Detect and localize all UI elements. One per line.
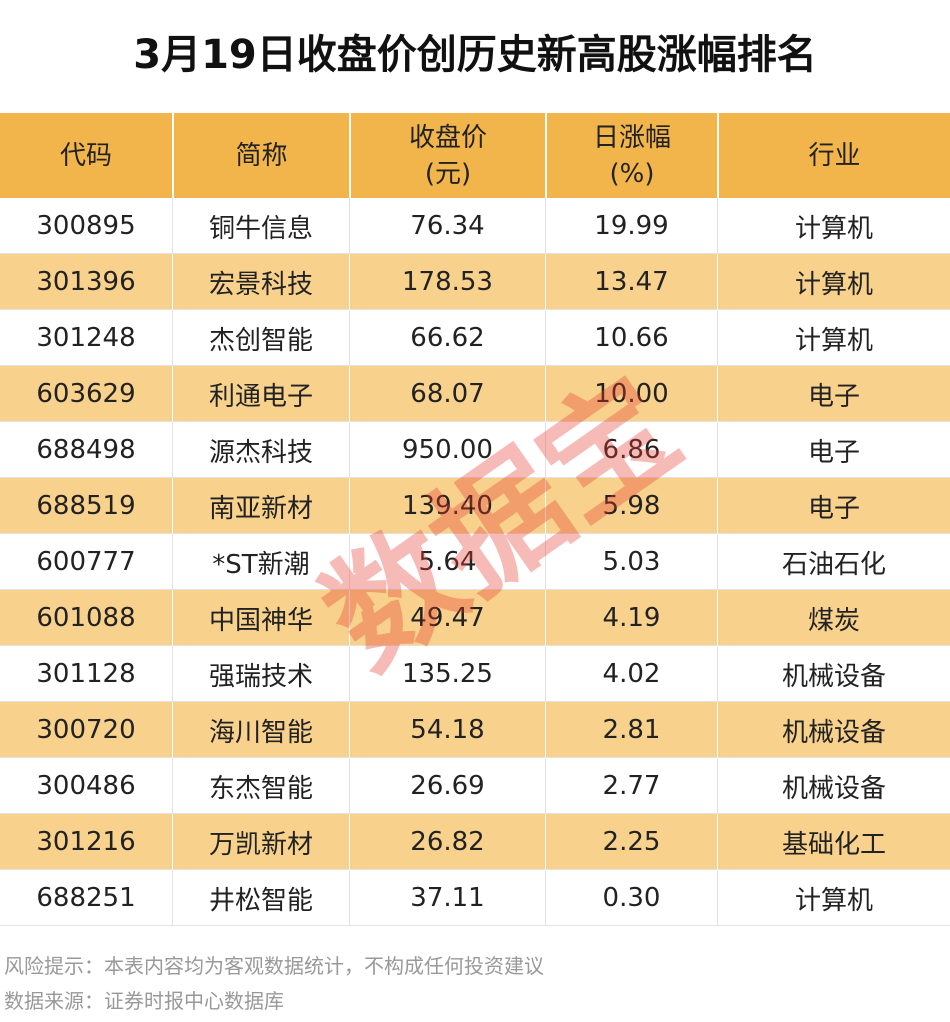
cell: 300720 <box>36 715 136 745</box>
cell: 中国神华 <box>172 590 349 646</box>
cell: 66.62 <box>349 310 545 366</box>
cell: 26.69 <box>349 758 545 814</box>
table-row: 300486 东杰智能 26.69 2.77 机械设备 <box>0 758 950 814</box>
cell: 19.99 <box>545 198 717 254</box>
header-cell: 简称 <box>172 113 349 198</box>
table-row: 301128 强瑞技术 135.25 4.02 机械设备 <box>0 646 950 702</box>
table-row: 300720 海川智能 54.18 2.81 机械设备 <box>0 702 950 758</box>
cell: 杰创智能 <box>172 310 349 366</box>
cell: 301396 <box>36 267 136 297</box>
header-cell: 代码 <box>0 113 172 198</box>
header-cell: 日涨幅 (%) <box>545 113 717 198</box>
cell: 2.81 <box>545 702 717 758</box>
risk-note: 风险提示：本表内容均为客观数据统计，不构成任何投资建议 <box>4 954 544 978</box>
cell: 4.02 <box>545 646 717 702</box>
cell: 机械设备 <box>717 702 950 758</box>
table-row: 300895 铜牛信息 76.34 19.99 计算机 <box>0 198 950 254</box>
header-text: (%) <box>609 158 655 189</box>
cell: 600777 <box>36 547 136 577</box>
cell: 301248 <box>36 323 136 353</box>
table-row: 688498 源杰科技 950.00 6.86 电子 <box>0 422 950 478</box>
cell: 南亚新材 <box>172 478 349 534</box>
cell: 海川智能 <box>172 702 349 758</box>
cell: 5.64 <box>349 534 545 590</box>
cell: 电子 <box>717 422 950 478</box>
cell: 2.25 <box>545 814 717 870</box>
cell: 电子 <box>717 366 950 422</box>
cell: 机械设备 <box>717 758 950 814</box>
cell: 东杰智能 <box>172 758 349 814</box>
table-row: 601088 中国神华 49.47 4.19 煤炭 <box>0 590 950 646</box>
cell: 950.00 <box>349 422 545 478</box>
table-row: 301216 万凯新材 26.82 2.25 基础化工 <box>0 814 950 870</box>
cell: 13.47 <box>545 254 717 310</box>
cell: 0.30 <box>545 870 717 926</box>
cell: 5.03 <box>545 534 717 590</box>
cell: 电子 <box>717 478 950 534</box>
header-cell: 收盘价 (元) <box>349 113 545 198</box>
cell: 计算机 <box>717 310 950 366</box>
table-row: 603629 利通电子 68.07 10.00 电子 <box>0 366 950 422</box>
cell: 6.86 <box>545 422 717 478</box>
cell: 54.18 <box>349 702 545 758</box>
cell: 井松智能 <box>172 870 349 926</box>
cell: 139.40 <box>349 478 545 534</box>
cell: 301216 <box>36 827 136 857</box>
header-row: 代码 简称 收盘价 (元) 日涨幅 (%) 行业 <box>0 113 950 198</box>
cell: *ST新潮 <box>172 534 349 590</box>
cell: 37.11 <box>349 870 545 926</box>
cell: 68.07 <box>349 366 545 422</box>
cell: 计算机 <box>717 254 950 310</box>
cell: 26.82 <box>349 814 545 870</box>
header-text: 日涨幅 <box>592 122 671 153</box>
cell: 300895 <box>36 211 136 241</box>
table-row: 688251 井松智能 37.11 0.30 计算机 <box>0 870 950 926</box>
cell: 计算机 <box>717 198 950 254</box>
cell: 601088 <box>36 603 136 633</box>
header-text: (元) <box>424 158 472 189</box>
table-row: 301396 宏景科技 178.53 13.47 计算机 <box>0 254 950 310</box>
source-note: 数据来源：证券时报中心数据库 <box>4 989 284 1013</box>
cell: 万凯新材 <box>172 814 349 870</box>
cell: 688251 <box>36 883 136 913</box>
cell: 铜牛信息 <box>172 198 349 254</box>
header-text: 简称 <box>235 140 288 171</box>
cell: 煤炭 <box>717 590 950 646</box>
cell: 源杰科技 <box>172 422 349 478</box>
cell: 178.53 <box>349 254 545 310</box>
cell: 2.77 <box>545 758 717 814</box>
table-row: 600777 *ST新潮 5.64 5.03 石油石化 <box>0 534 950 590</box>
cell: 机械设备 <box>717 646 950 702</box>
cell: 49.47 <box>349 590 545 646</box>
cell: 4.19 <box>545 590 717 646</box>
cell: 301128 <box>36 659 136 689</box>
cell: 计算机 <box>717 870 950 926</box>
header-text: 收盘价 <box>408 122 487 153</box>
cell: 76.34 <box>349 198 545 254</box>
cell: 石油石化 <box>717 534 950 590</box>
cell: 宏景科技 <box>172 254 349 310</box>
header-text: 代码 <box>59 140 112 171</box>
cell: 135.25 <box>349 646 545 702</box>
cell: 强瑞技术 <box>172 646 349 702</box>
cell: 688498 <box>36 435 136 465</box>
cell: 利通电子 <box>172 366 349 422</box>
table-row: 301248 杰创智能 66.62 10.66 计算机 <box>0 310 950 366</box>
cell: 10.00 <box>545 366 717 422</box>
title: 3月19日收盘价创历史新高股涨幅排名 <box>133 32 817 78</box>
header-cell: 行业 <box>717 113 950 198</box>
cell: 300486 <box>36 771 136 801</box>
table-row: 688519 南亚新材 139.40 5.98 电子 <box>0 478 950 534</box>
cell: 5.98 <box>545 478 717 534</box>
header-text: 行业 <box>808 140 861 171</box>
cell: 基础化工 <box>717 814 950 870</box>
cell: 10.66 <box>545 310 717 366</box>
cell: 603629 <box>36 379 136 409</box>
cell: 688519 <box>36 491 136 521</box>
